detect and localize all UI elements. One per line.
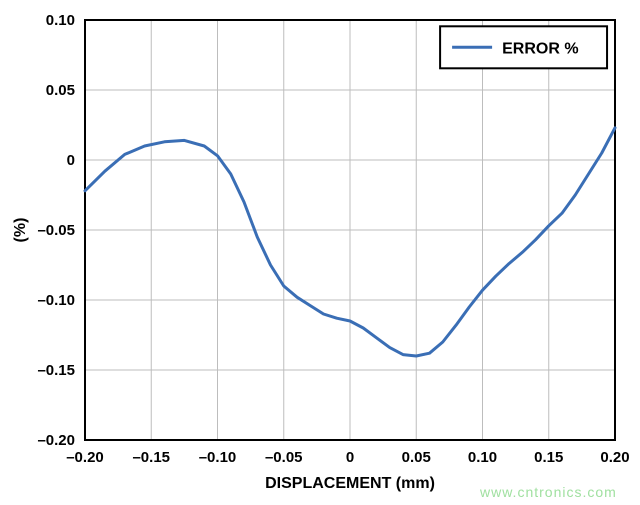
x-tick-label: –0.10 — [199, 449, 237, 466]
x-tick-label: 0.05 — [402, 449, 431, 466]
y-tick-label: 0 — [67, 152, 75, 169]
legend-label: ERROR % — [502, 40, 578, 57]
x-tick-label: 0.10 — [468, 449, 497, 466]
x-tick-label: –0.15 — [132, 449, 170, 466]
watermark-text: www.cntronics.com — [480, 484, 617, 500]
x-tick-label: –0.20 — [66, 449, 104, 466]
x-tick-label: 0 — [346, 449, 354, 466]
y-tick-label: –0.15 — [37, 362, 75, 379]
x-tick-label: 0.15 — [534, 449, 563, 466]
y-tick-label: –0.10 — [37, 292, 75, 309]
y-tick-label: –0.05 — [37, 222, 75, 239]
y-axis-label: (%) — [12, 218, 29, 243]
x-axis-label: DISPLACEMENT (mm) — [265, 475, 435, 492]
x-tick-label: 0.20 — [600, 449, 629, 466]
y-tick-label: 0.05 — [46, 82, 75, 99]
y-tick-label: –0.20 — [37, 432, 75, 449]
y-tick-label: 0.10 — [46, 12, 75, 29]
legend: ERROR % — [440, 26, 607, 68]
x-tick-label: –0.05 — [265, 449, 303, 466]
error-chart: –0.20 –0.15 –0.10 –0.05 0 0.05 0.10 0.15 0.20 –0.… — [0, 0, 640, 505]
